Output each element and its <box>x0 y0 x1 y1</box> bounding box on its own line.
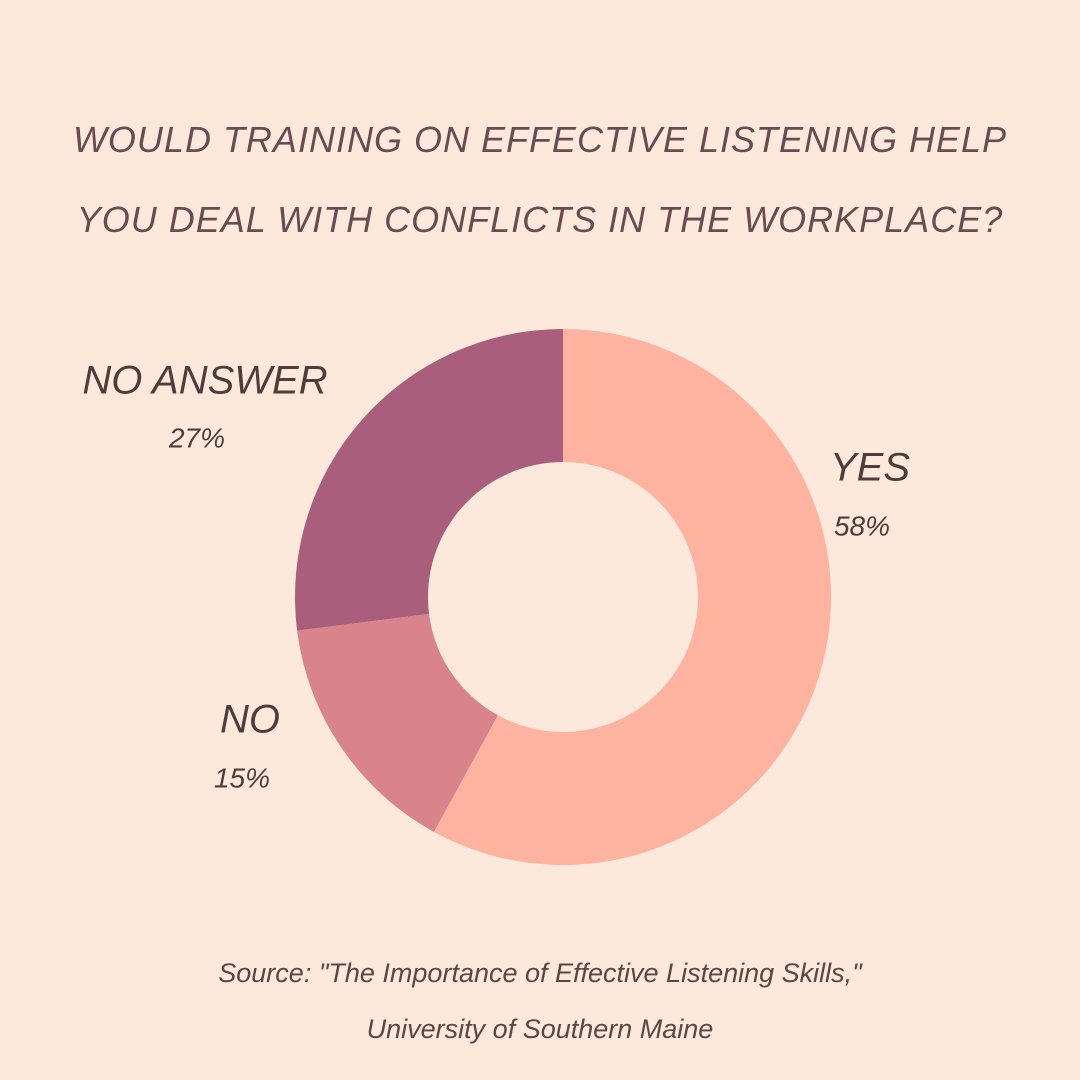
value-label: 27% <box>168 422 225 453</box>
source-line: University of Southern Maine <box>366 1014 714 1044</box>
chart-title: WOULD TRAINING ON EFFECTIVE LISTENING HE… <box>72 119 1008 240</box>
value-label: 15% <box>214 762 270 793</box>
source-line: Source: "The Importance of Effective Lis… <box>218 958 862 988</box>
pie-slice <box>297 613 498 832</box>
value-label: 58% <box>834 510 890 541</box>
source: Source: "The Importance of Effective Lis… <box>90 945 990 1057</box>
slice-label: NO <box>220 698 280 742</box>
slice-label: NO ANSWER <box>82 359 327 403</box>
pie-slice <box>433 329 832 866</box>
slice-label: YES <box>830 446 910 490</box>
pie-slice <box>294 329 563 631</box>
